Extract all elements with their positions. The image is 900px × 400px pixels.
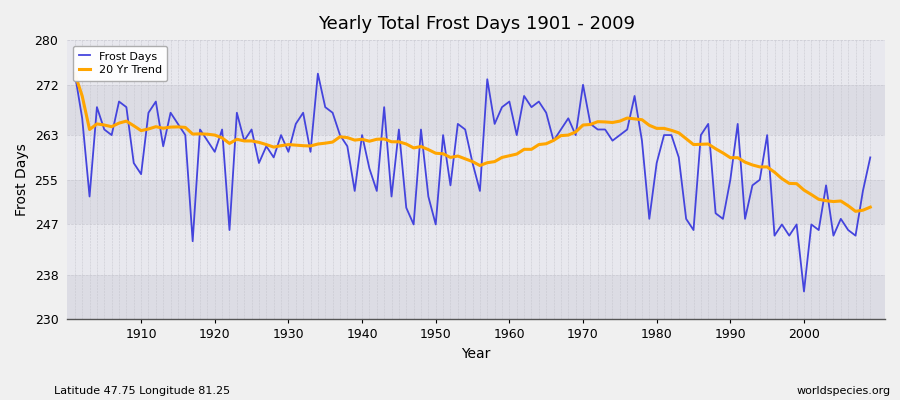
20 Yr Trend bbox=[335, 134, 346, 139]
Title: Yearly Total Frost Days 1901 - 2009: Yearly Total Frost Days 1901 - 2009 bbox=[318, 15, 634, 33]
Text: Latitude 47.75 Longitude 81.25: Latitude 47.75 Longitude 81.25 bbox=[54, 386, 230, 396]
Frost Days bbox=[129, 161, 140, 166]
Line: 20 Yr Trend: 20 Yr Trend bbox=[75, 74, 870, 211]
X-axis label: Year: Year bbox=[462, 347, 490, 361]
Bar bbox=[68, 135, 885, 180]
20 Yr Trend bbox=[69, 71, 80, 76]
Frost Days bbox=[798, 289, 809, 294]
20 Yr Trend bbox=[129, 123, 140, 128]
20 Yr Trend bbox=[865, 205, 876, 210]
Bar bbox=[68, 224, 885, 275]
Frost Days bbox=[504, 99, 515, 104]
20 Yr Trend bbox=[497, 155, 508, 160]
Line: Frost Days: Frost Days bbox=[75, 74, 870, 292]
Bar bbox=[68, 40, 885, 85]
Bar bbox=[68, 180, 885, 224]
Bar bbox=[68, 85, 885, 135]
Frost Days bbox=[592, 127, 603, 132]
20 Yr Trend bbox=[850, 209, 861, 214]
Frost Days bbox=[497, 105, 508, 110]
Legend: Frost Days, 20 Yr Trend: Frost Days, 20 Yr Trend bbox=[73, 46, 167, 81]
Frost Days bbox=[291, 122, 302, 126]
Frost Days bbox=[335, 133, 346, 138]
Text: worldspecies.org: worldspecies.org bbox=[796, 386, 891, 396]
Frost Days bbox=[69, 71, 80, 76]
20 Yr Trend bbox=[592, 119, 603, 124]
Bar bbox=[68, 275, 885, 320]
Y-axis label: Frost Days: Frost Days bbox=[15, 143, 29, 216]
Frost Days bbox=[865, 155, 876, 160]
20 Yr Trend bbox=[504, 153, 515, 158]
20 Yr Trend bbox=[291, 143, 302, 148]
